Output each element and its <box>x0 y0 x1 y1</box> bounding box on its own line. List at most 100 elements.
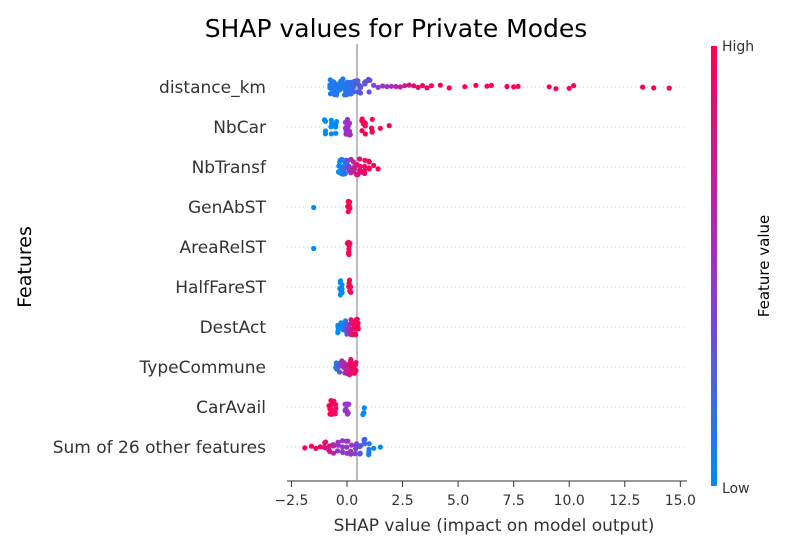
shap-point <box>366 165 372 171</box>
shap-point <box>369 125 375 131</box>
shap-point <box>371 162 377 168</box>
shap-point <box>342 170 348 177</box>
shap-point <box>321 117 328 123</box>
shap-point <box>386 123 392 129</box>
y-axis-label: Features <box>14 226 36 308</box>
feature-label: HalfFareST <box>175 278 266 298</box>
shap-point <box>358 84 364 90</box>
shap-point <box>339 438 345 444</box>
shap-point <box>344 116 350 123</box>
shap-point <box>333 405 339 412</box>
shap-point <box>462 84 468 90</box>
shap-point <box>328 117 334 123</box>
shap-point <box>353 443 359 449</box>
shap-point <box>415 84 421 90</box>
chart-title: SHAP values for Private Modes <box>205 14 588 43</box>
shap-point <box>361 168 368 174</box>
shap-point <box>347 284 354 290</box>
shap-point <box>333 402 339 408</box>
feature-label: NbCar <box>213 118 266 138</box>
shap-point <box>339 282 345 288</box>
shap-point <box>339 286 345 292</box>
feature-label: DestAct <box>200 318 267 338</box>
shap-point <box>366 159 372 165</box>
x-tick-label: 15.0 <box>665 493 696 509</box>
colorbar-label: Feature value <box>755 215 773 317</box>
shap-point <box>366 446 372 453</box>
feature-label: AreaRelST <box>179 238 266 258</box>
shap-point <box>473 82 479 88</box>
shap-point <box>515 83 521 89</box>
shap-point <box>339 444 345 450</box>
shap-point <box>344 159 350 165</box>
shap-point <box>357 163 363 169</box>
shap-point <box>355 78 361 84</box>
shap-point <box>406 82 412 88</box>
shap-point <box>346 249 352 255</box>
shap-point <box>335 442 341 448</box>
shap-point <box>355 326 361 332</box>
shap-point <box>357 444 363 450</box>
x-tick-label: 2.5 <box>391 493 413 509</box>
shap-point <box>313 445 319 451</box>
x-tick-label: 10.0 <box>554 493 585 509</box>
shap-point <box>350 321 356 327</box>
shap-point <box>362 131 368 137</box>
shap-point <box>411 83 417 89</box>
shap-point <box>317 444 323 450</box>
shap-point <box>651 85 657 91</box>
feature-labels: distance_km NbCar NbTransf GenAbST AreaRelST… <box>53 78 267 458</box>
shap-point <box>640 84 646 90</box>
feature-label: distance_km <box>159 78 266 98</box>
shap-point <box>350 84 357 90</box>
shap-point <box>377 444 383 450</box>
shap-point <box>357 451 363 457</box>
shap-point <box>511 84 517 90</box>
shap-point <box>334 448 341 454</box>
shap-point <box>484 83 490 89</box>
shap-point <box>437 82 443 88</box>
shap-point <box>361 410 367 416</box>
shap-point <box>343 438 349 444</box>
shap-point <box>339 290 345 296</box>
shap-point <box>546 84 552 90</box>
shap-point <box>393 83 399 90</box>
shap-point <box>348 330 354 336</box>
shap-point <box>553 86 559 92</box>
shap-point <box>359 128 365 134</box>
shap-point <box>566 85 572 91</box>
shap-point <box>308 443 314 449</box>
shap-point <box>362 157 368 163</box>
feature-label: NbTransf <box>192 158 267 178</box>
x-tick-label: 5.0 <box>447 493 469 509</box>
x-tick-label: 0.0 <box>336 493 358 509</box>
shap-point <box>346 120 353 126</box>
shap-point <box>338 278 344 284</box>
shap-point <box>339 449 345 455</box>
colorbar-high-label: High <box>722 39 754 55</box>
shap-point <box>375 84 381 90</box>
shap-point <box>350 159 356 165</box>
shap-point <box>375 166 381 172</box>
shap-point <box>504 83 510 90</box>
x-tick-label: −2.5 <box>274 493 308 509</box>
shap-point <box>331 443 337 449</box>
shap-point <box>347 132 353 138</box>
shap-point <box>402 83 408 89</box>
shap-point <box>361 438 367 444</box>
shap-point <box>362 123 368 129</box>
colorbar-low-label: Low <box>722 481 750 497</box>
shap-point <box>331 79 337 85</box>
shap-point <box>328 406 334 412</box>
shap-point <box>388 83 394 89</box>
feature-label: TypeCommune <box>139 358 266 378</box>
points-layer <box>302 76 672 458</box>
colorbar <box>711 46 717 486</box>
x-tick-label: 7.5 <box>503 493 525 509</box>
shap-point <box>344 411 351 417</box>
shap-point <box>333 130 339 136</box>
shap-point <box>346 202 352 208</box>
shap-point <box>397 84 403 90</box>
shap-point <box>333 121 339 128</box>
shap-point <box>349 442 355 448</box>
